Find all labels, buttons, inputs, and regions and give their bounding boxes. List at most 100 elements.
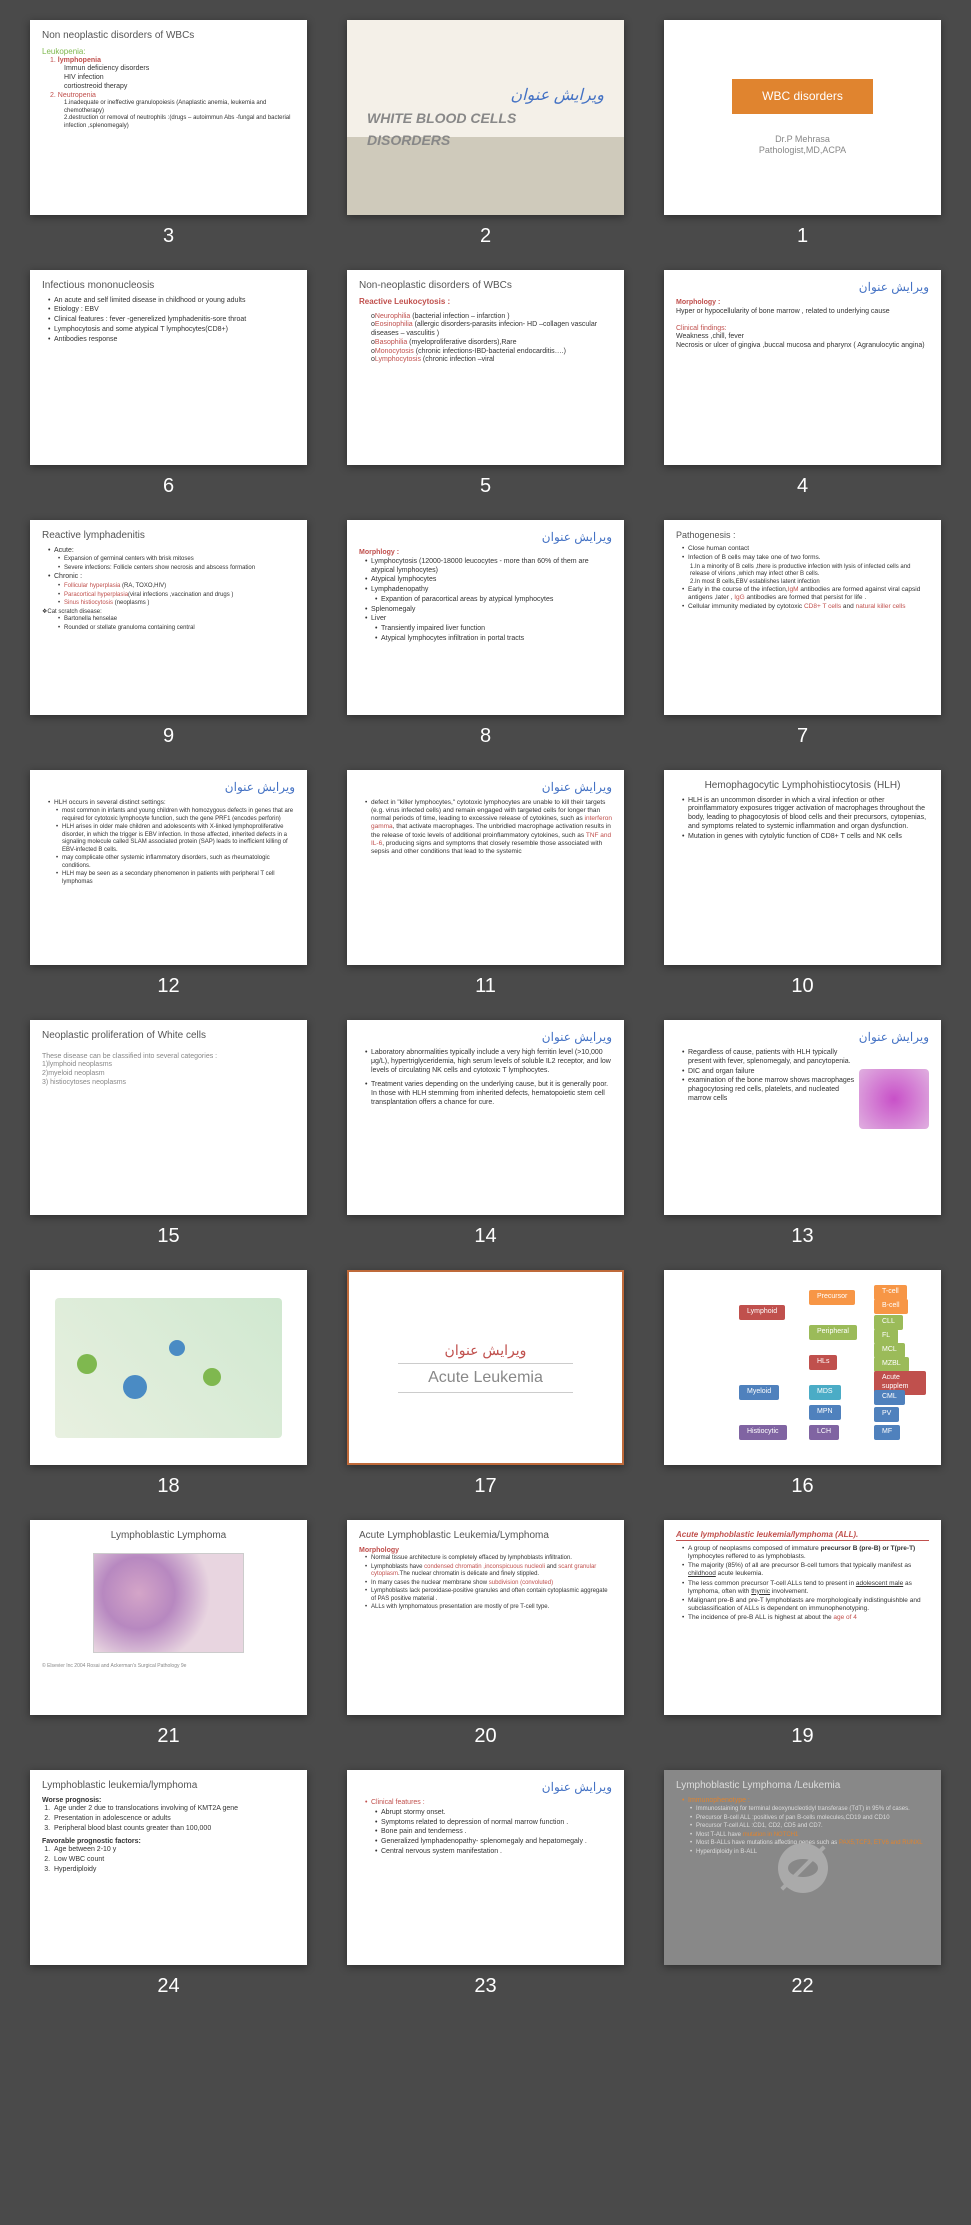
cell-23[interactable]: ویرایش عنوان Clinical features : Abrupt … — [347, 1770, 624, 1998]
text: 2.destruction or removal of neutrophils … — [50, 115, 295, 130]
title: Neoplastic proliferation of White cells — [42, 1030, 295, 1043]
heading: Favorable prognostic factors: — [42, 1838, 295, 1847]
item: 2)myeloid neoplasm — [42, 1070, 295, 1079]
cell-2[interactable]: ویرایش عنوان WHITE BLOOD CELLS DISORDERS… — [347, 20, 624, 248]
cell-5[interactable]: Non-neoplastic disorders of WBCs Reactiv… — [347, 270, 624, 498]
cell-18[interactable]: 18 — [30, 1270, 307, 1498]
subitem: most common in infants and young childre… — [56, 808, 295, 823]
box: Peripheral — [809, 1325, 857, 1340]
item: Clinical features : fever -generelized l… — [48, 316, 295, 325]
heading: Clinical features : — [365, 1799, 612, 1808]
item: DIC and organ failure — [682, 1068, 929, 1077]
t: mutation in NOTCH1 — [743, 1832, 799, 1838]
label: Eosinophilia — [375, 321, 413, 328]
slide-number: 13 — [791, 1225, 813, 1248]
t: CD8+ T cells — [804, 603, 841, 610]
cell-4[interactable]: ویرایش عنوان Morphology : Hyper or hypoc… — [664, 270, 941, 498]
cell-24[interactable]: Lymphoblastic leukemia/lymphoma Worse pr… — [30, 1770, 307, 1998]
arabic-title: ویرایش عنوان — [359, 1780, 612, 1795]
t: age of 4 — [833, 1614, 857, 1621]
t: Early in the course of the infection, — [688, 586, 788, 593]
title: Acute Leukemia — [398, 1363, 573, 1393]
label: Basophilia — [375, 339, 407, 346]
item: Generalized lymphadenopathy- splenomegal… — [375, 1838, 612, 1847]
heading: Morphlogy : — [359, 549, 612, 558]
slide-number: 4 — [797, 475, 808, 498]
cell-16[interactable]: Neoplasm Lymphoid Myeloid Histiocytic Pr… — [664, 1270, 941, 1498]
slide-number: 20 — [474, 1725, 496, 1748]
cell-13[interactable]: ویرایش عنوان Regardless of cause, patien… — [664, 1020, 941, 1248]
label: Sinus histiocytosis — [64, 600, 115, 606]
cell-12[interactable]: ویرایش عنوان HLH occurs in several disti… — [30, 770, 307, 998]
t: , that activate macrophages. The unbridl… — [371, 823, 611, 838]
slide-number: 6 — [163, 475, 174, 498]
t: PAX5,TCF3, ETV6 and RUNXL — [839, 1840, 923, 1846]
cell-14[interactable]: ویرایش عنوان Laboratory abnormalities ty… — [347, 1020, 624, 1248]
t: Most T-ALL have — [696, 1832, 743, 1838]
cell-1[interactable]: WBC disorders Dr.P Mehrasa Pathologist,M… — [664, 20, 941, 248]
slide-13: ویرایش عنوان Regardless of cause, patien… — [664, 1020, 941, 1215]
text: (RA, TOXO,HIV) — [122, 583, 166, 589]
cell-22[interactable]: Lymphoblastic Lymphoma /Leukemia Immunop… — [664, 1770, 941, 1998]
title: Non-neoplastic disorders of WBCs — [359, 280, 612, 293]
arabic-title: ویرایش عنوان — [359, 530, 612, 545]
cell-21[interactable]: Lymphoblastic Lymphoma © Elsevier Inc 20… — [30, 1520, 307, 1748]
item: Hyperdiploidy — [52, 1866, 295, 1875]
cell-20[interactable]: Acute Lymphoblastic Leukemia/Lymphoma Mo… — [347, 1520, 624, 1748]
cell-17[interactable]: ویرایش عنوان Acute Leukemia 17 — [347, 1270, 624, 1498]
cell-3[interactable]: Non neoplastic disorders of WBCs Leukope… — [30, 20, 307, 248]
cell-9[interactable]: Reactive lymphadenitis Acute: Expansion … — [30, 520, 307, 748]
slide-number: 15 — [157, 1225, 179, 1248]
t: adolescent male — [856, 1580, 903, 1587]
heading: Cat scratch disease: — [47, 609, 101, 615]
slide-number: 12 — [157, 975, 179, 998]
box: LCH — [809, 1425, 839, 1440]
title: Hemophagocytic Lymphohistiocytosis (HLH) — [676, 780, 929, 793]
text: Immun deficiency disorders — [50, 65, 295, 74]
cell-15[interactable]: Neoplastic proliferation of White cells … — [30, 1020, 307, 1248]
cell-7[interactable]: Pathogenesis : Close human contact Infec… — [664, 520, 941, 748]
subitem: may complicate other systemic inflammato… — [56, 855, 295, 870]
item: Infection of B cells may take one of two… — [682, 554, 929, 562]
item: Lymphoblasts lack peroxidase-positive gr… — [365, 1588, 612, 1603]
title-line1: WHITE BLOOD CELLS — [367, 110, 604, 128]
cell-11[interactable]: ویرایش عنوان defect in "killer lymphocyt… — [347, 770, 624, 998]
item: lymphopenia — [58, 57, 101, 64]
box: MDS — [809, 1385, 841, 1400]
text: 1.inadequate or ineffective granulopoies… — [50, 100, 295, 115]
box: Myeloid — [739, 1385, 779, 1400]
slide-23: ویرایش عنوان Clinical features : Abrupt … — [347, 1770, 624, 1965]
slide-8: ویرایش عنوان Morphlogy : Lymphocytosis (… — [347, 520, 624, 715]
t: Lymphoblasts have — [371, 1564, 424, 1570]
slide-16: Neoplasm Lymphoid Myeloid Histiocytic Pr… — [664, 1270, 941, 1465]
box: MZBL — [874, 1357, 909, 1372]
t: acute leukemia. — [716, 1570, 763, 1577]
text: (bacterial infection – infarction ) — [410, 313, 509, 320]
item: examination of the bone marrow shows mac… — [682, 1077, 929, 1103]
subtitle: These disease can be classified into sev… — [42, 1053, 295, 1062]
text: HIV infection — [50, 74, 295, 83]
author: Dr.P Mehrasa — [775, 134, 830, 145]
cell-6[interactable]: Infectious mononucleosis An acute and se… — [30, 270, 307, 498]
slide-number: 24 — [157, 1975, 179, 1998]
slide-number: 14 — [474, 1225, 496, 1248]
heading: Morphology : — [676, 299, 929, 308]
heading: Morphology — [359, 1547, 612, 1556]
cell-19[interactable]: Acute lymphoblastic leukemia/lymphoma (A… — [664, 1520, 941, 1748]
slide-1: WBC disorders Dr.P Mehrasa Pathologist,M… — [664, 20, 941, 215]
subitem: Expantion of paracortical areas by atypi… — [375, 596, 612, 605]
t: Most B-ALLs have mutations affecting gen… — [696, 1840, 839, 1846]
subitem: Transiently impaired liver function — [375, 625, 612, 634]
item: Close human contact — [682, 545, 929, 553]
cell-8[interactable]: ویرایش عنوان Morphlogy : Lymphocytosis (… — [347, 520, 624, 748]
item: 3) histiocytoses neoplasms — [42, 1079, 295, 1088]
slide-4: ویرایش عنوان Morphology : Hyper or hypoc… — [664, 270, 941, 465]
title: Acute Lymphoblastic Leukemia/Lymphoma — [359, 1530, 612, 1543]
text: (neoplasms ) — [115, 600, 150, 606]
text: (myeloproliferative disorders),Rare — [407, 339, 516, 346]
cell-10[interactable]: Hemophagocytic Lymphohistiocytosis (HLH)… — [664, 770, 941, 998]
slide-number: 10 — [791, 975, 813, 998]
footer: © Elsevier Inc 2004 Rosai and Ackerman's… — [42, 1663, 295, 1669]
item: Lymphocytosis and some atypical T lympho… — [48, 326, 295, 335]
text: (chronic infection –viral — [421, 356, 495, 363]
